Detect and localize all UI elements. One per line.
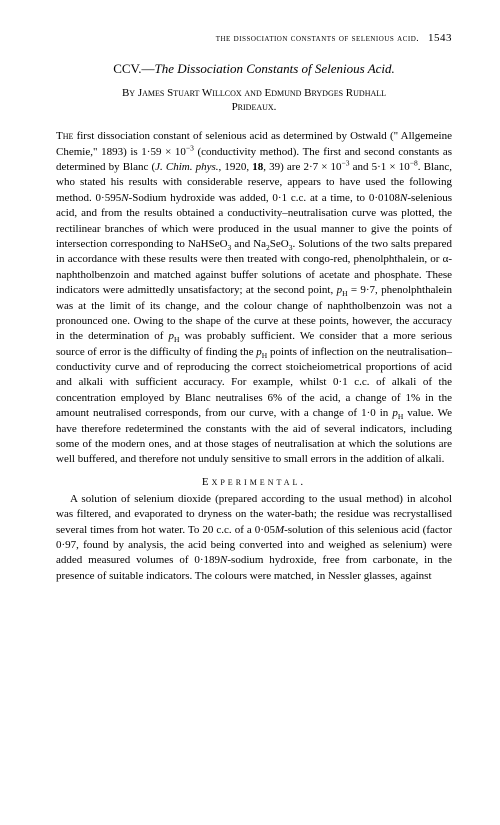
page: the dissociation constants of selenious … [0,0,500,604]
article-title: CCV.—The Dissociation Constants of Selen… [56,60,452,78]
byline: By James Stuart Willcox and Edmund Brydg… [56,86,452,116]
running-head: the dissociation constants of selenious … [56,32,452,44]
title-numeral: CCV.— [113,61,154,76]
para1-firstword: The [56,130,73,142]
paragraph-2: A solution of selenium dioxide (prepared… [56,492,452,584]
section-heading-experimental: Experimental. [56,476,452,488]
title-text: The Dissociation Constants of Selenious … [155,61,395,76]
page-number: 1543 [428,32,452,44]
running-head-text: the dissociation constants of selenious … [216,34,419,44]
byline-line2: Prideaux. [232,101,277,113]
paragraph-1: The first dissociation constant of selen… [56,129,452,468]
byline-line1: By James Stuart Willcox and Edmund Brydg… [122,87,386,99]
